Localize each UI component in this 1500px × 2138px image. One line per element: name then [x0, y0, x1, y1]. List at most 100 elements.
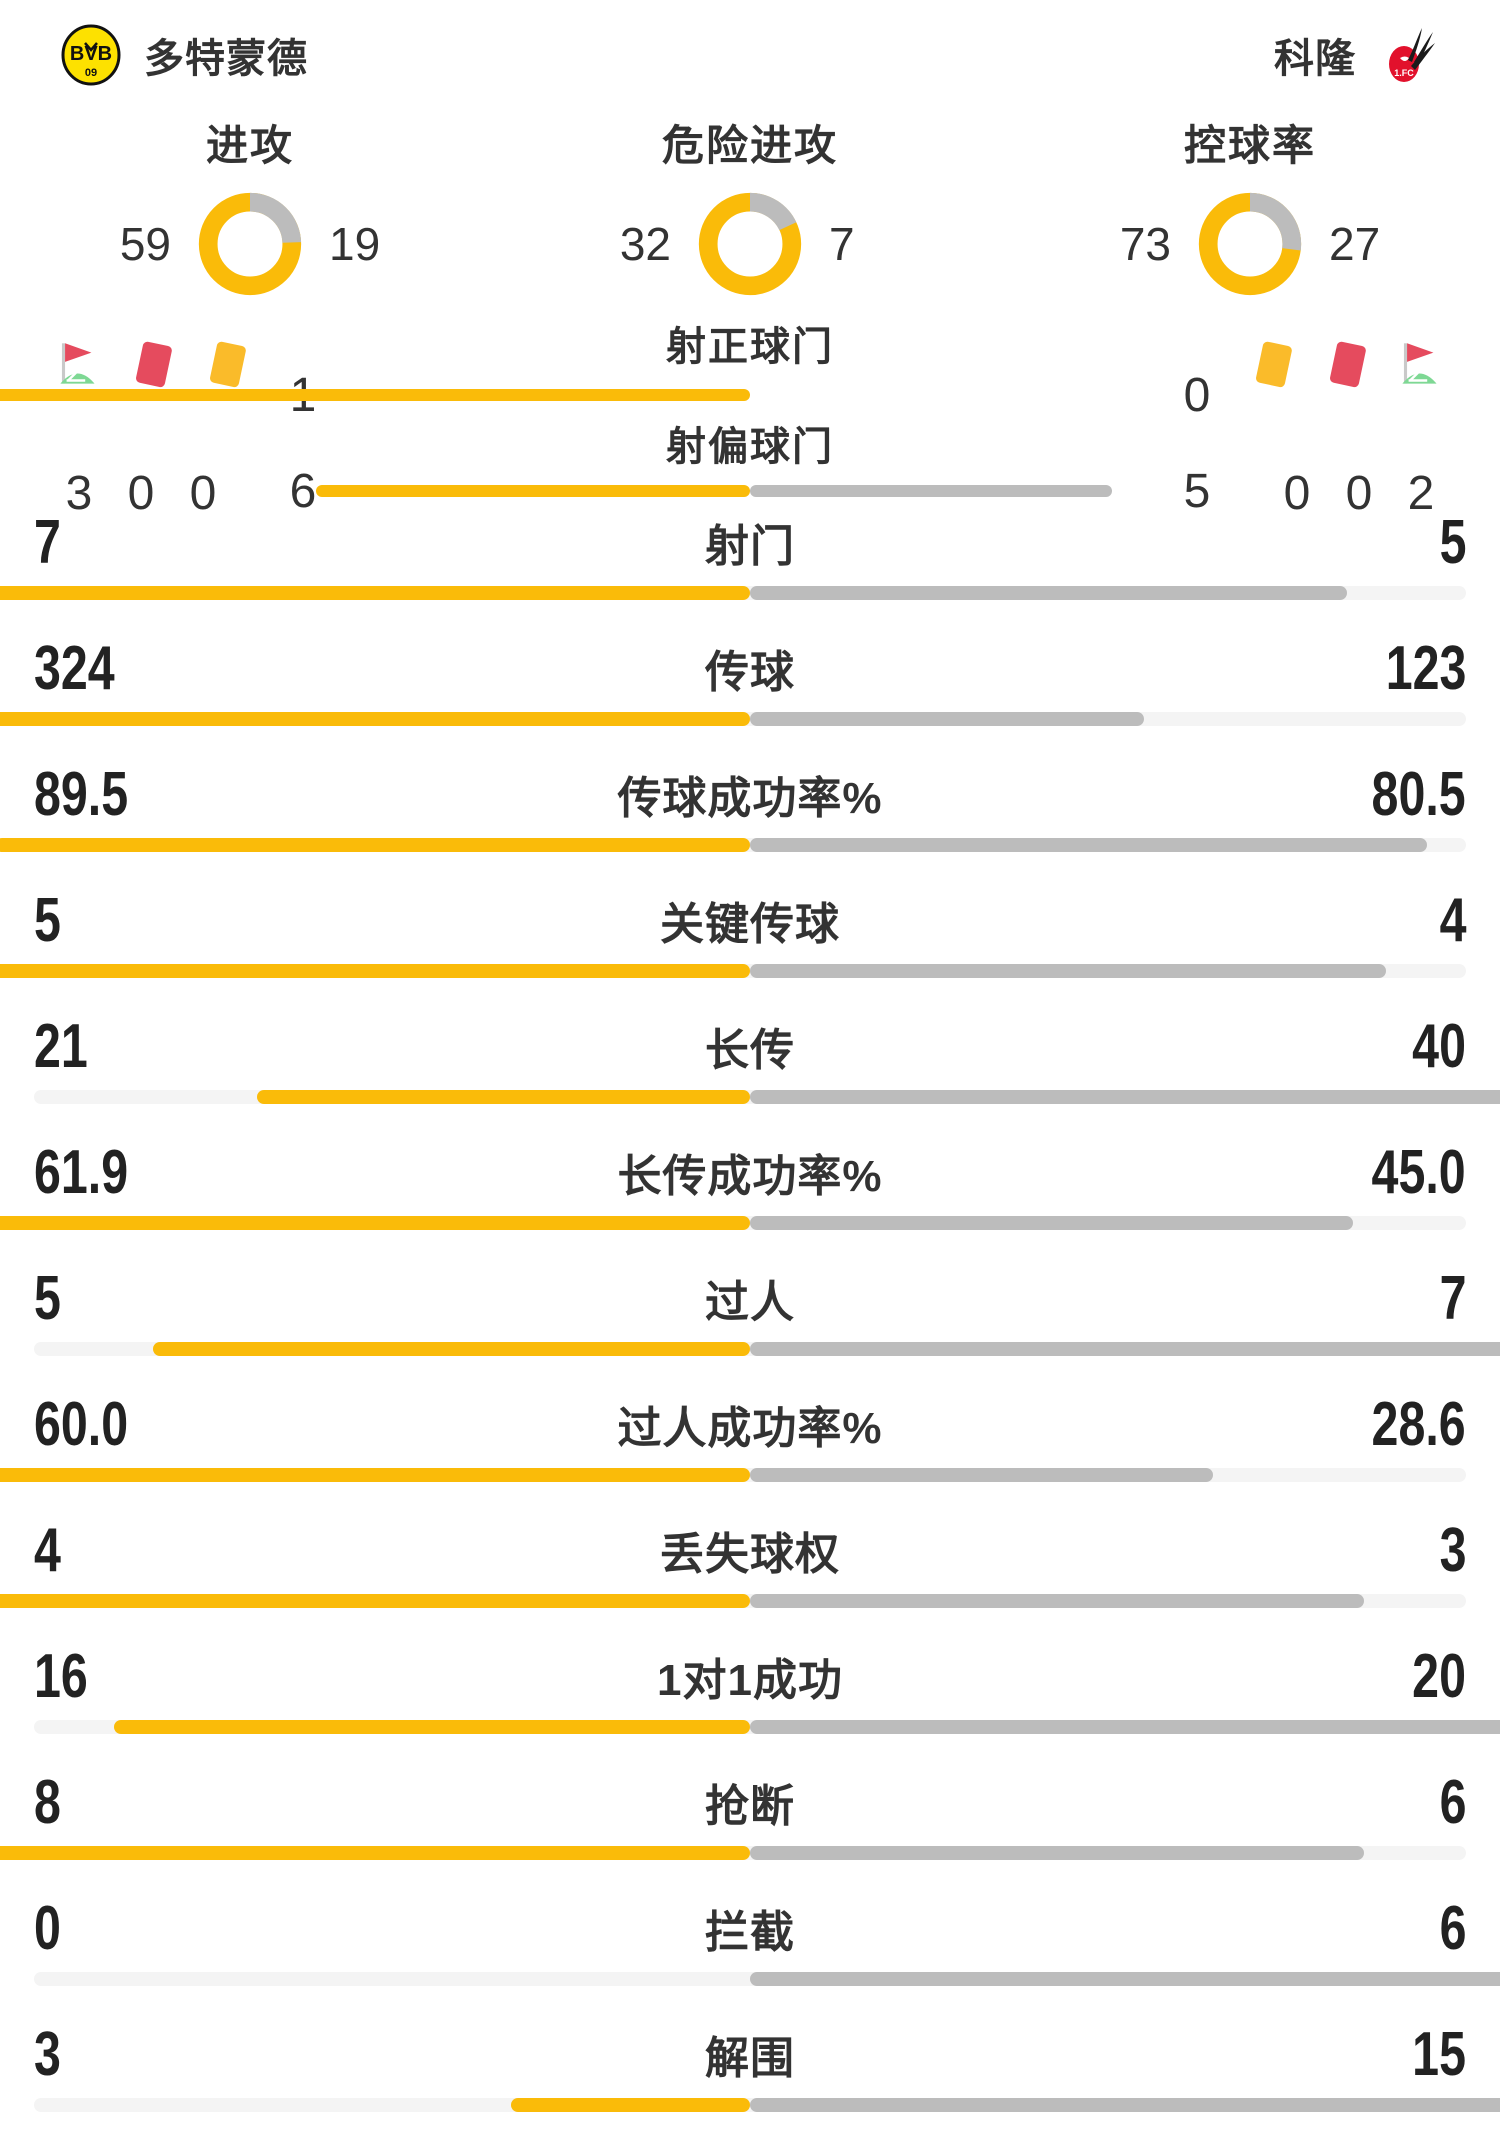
stat-home-value: 61.9	[34, 1137, 129, 1207]
donut-title: 危险进攻	[661, 122, 838, 169]
yellow-card-icon	[210, 341, 246, 388]
stat-head: 21 40	[0, 1004, 1500, 1088]
donut-cell-2: 控球率 73 27	[1000, 112, 1500, 312]
home-team[interactable]: BVB 09 多特蒙德	[60, 24, 308, 86]
home-corners-count: 3	[65, 467, 93, 520]
donut-title: 进攻	[205, 122, 294, 169]
stat-row: 21 40 长传	[0, 1004, 1500, 1130]
shots-on-target-row: 1 0	[0, 369, 1500, 422]
stat-bar-track	[34, 1090, 1500, 1104]
stat-bar-track	[34, 1342, 1500, 1356]
stat-row: 8 6 抢断	[0, 1760, 1500, 1886]
stat-home-value: 7	[34, 507, 61, 577]
stat-row: 0 6 拦截	[0, 1886, 1500, 2012]
stat-away-value: 6	[1439, 1893, 1466, 1963]
stat-home-value: 16	[34, 1641, 88, 1711]
corner-flag-icon	[60, 343, 95, 384]
shots-on-target-label: 射正球门	[666, 325, 834, 369]
shots-off-target-label: 射偏球门	[666, 425, 834, 469]
bar-fill-home	[0, 1468, 750, 1482]
bar-fill-away	[750, 1846, 1365, 1860]
bar-fill-home	[0, 1594, 750, 1608]
bar-fill-away	[750, 1090, 1500, 1104]
stat-home-value: 5	[34, 885, 61, 955]
stat-bar-track	[0, 1846, 1466, 1860]
home-yellow-card-count: 0	[189, 467, 217, 520]
stat-away-value: 15	[1412, 2019, 1466, 2089]
stat-away-value: 45.0	[1371, 1137, 1466, 1207]
shots-off-target-row: 6 5	[0, 465, 1500, 518]
donut-away-value: 19	[329, 218, 381, 270]
stat-bar-track	[34, 2098, 1500, 2112]
stat-head: 60.0 28.6	[0, 1382, 1500, 1466]
bar-fill-home	[0, 586, 750, 600]
yellow-card-icon	[1256, 341, 1292, 388]
bar-fill-away	[750, 1972, 1500, 1986]
home-red-card-count: 0	[127, 467, 155, 520]
koln-crest-icon: 1.FC	[1389, 28, 1435, 82]
bar-fill-home	[0, 964, 750, 978]
stat-away-value: 80.5	[1371, 759, 1466, 829]
stat-home-value: 5	[34, 1263, 61, 1333]
stat-away-value: 5	[1439, 507, 1466, 577]
donut-away-value: 27	[1329, 218, 1381, 270]
stat-bar-track	[0, 1594, 1466, 1608]
home-discipline-icons	[48, 334, 258, 396]
away-discipline-counts: 0 0 2	[1266, 466, 1452, 521]
svg-text:1.FC: 1.FC	[1394, 68, 1414, 78]
donut-title: 控球率	[1183, 122, 1316, 169]
stat-home-value: 3	[34, 2019, 61, 2089]
shots-off-target-home: 6	[289, 464, 317, 518]
away-discipline-icons	[1242, 334, 1452, 396]
stat-row: 7 5 射门	[0, 500, 1500, 626]
bar-fill-home	[0, 838, 750, 852]
away-corners-count: 2	[1407, 467, 1435, 520]
home-discipline-counts: 3 0 0	[48, 466, 234, 521]
corner-flag-icon	[1402, 343, 1437, 384]
stat-head: 61.9 45.0	[0, 1130, 1500, 1214]
shots-off-target-bar	[315, 485, 1148, 497]
away-red-card-count: 0	[1345, 467, 1373, 520]
stat-away-value: 123	[1385, 633, 1466, 703]
stat-bar-track	[0, 712, 1466, 726]
stat-away-value: 6	[1439, 1767, 1466, 1837]
bar-fill-home	[315, 485, 750, 497]
stat-home-value: 21	[34, 1011, 88, 1081]
stat-home-value: 0	[34, 1893, 61, 1963]
bar-fill-away	[750, 1594, 1365, 1608]
stat-bar-track	[0, 964, 1466, 978]
stat-row: 5 4 关键传球	[0, 878, 1500, 1004]
bar-fill-home	[0, 1846, 750, 1860]
stat-home-value: 89.5	[34, 759, 129, 829]
bar-fill-away	[750, 1342, 1500, 1356]
shots-on-target-bar	[0, 389, 1148, 401]
stat-row: 3 15 解围	[0, 2012, 1500, 2138]
bar-fill-home	[0, 1216, 750, 1230]
bar-fill-away	[750, 1216, 1353, 1230]
stat-home-value: 4	[34, 1515, 61, 1585]
donut-chart-possession	[1198, 192, 1302, 296]
bar-fill-home	[114, 1720, 750, 1734]
stat-row: 5 7 过人	[0, 1256, 1500, 1382]
bar-fill-away	[750, 485, 1112, 497]
svg-text:BVB: BVB	[70, 43, 112, 65]
donut-chart-dangerous-attacks	[698, 192, 802, 296]
away-team-name: 科隆	[1274, 37, 1356, 81]
stat-away-value: 3	[1439, 1515, 1466, 1585]
donut-cell-1: 危险进攻 32 7	[500, 112, 1000, 312]
donut-summary-row: 进攻 59 19 危险进攻 32 7 控球率	[0, 112, 1500, 312]
stat-row: 61.9 45.0 长传成功率%	[0, 1130, 1500, 1256]
stat-home-value: 8	[34, 1767, 61, 1837]
donut-cell-0: 进攻 59 19	[0, 112, 500, 312]
stat-head: 3 15	[0, 2012, 1500, 2096]
stat-head: 89.5 80.5	[0, 752, 1500, 836]
shots-off-target-away: 5	[1183, 464, 1211, 518]
donut-chart-attacks	[198, 192, 302, 296]
donut-home-value: 73	[1119, 218, 1171, 270]
stat-head: 16 20	[0, 1634, 1500, 1718]
shots-on-target-away: 0	[1183, 368, 1211, 422]
away-team[interactable]: 科隆 1.FC	[1274, 24, 1440, 86]
